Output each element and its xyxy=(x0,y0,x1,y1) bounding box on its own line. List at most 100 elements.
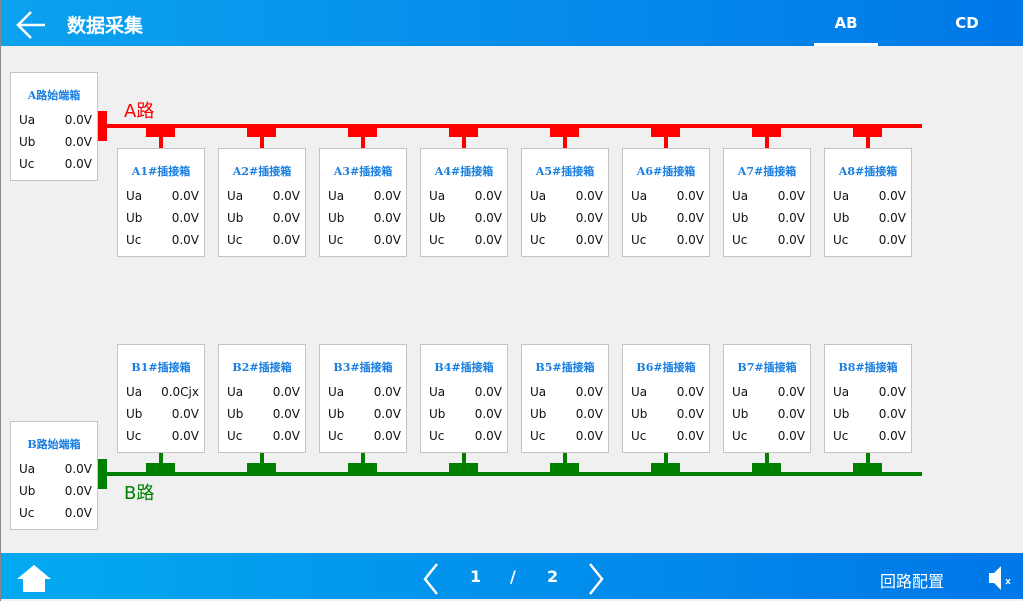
plug-box-a3[interactable]: A3#插接箱 Ua 0.0V Ub 0.0V Uc 0.0V xyxy=(319,148,407,257)
voltage-row: Uc 0.0V xyxy=(126,233,199,247)
voltage-row: Ua 0.0V xyxy=(631,189,704,203)
phase-label: Ub xyxy=(227,211,244,225)
phase-label: Ub xyxy=(530,407,547,421)
box-title: A5#插接箱 xyxy=(535,165,595,178)
voltage-row: Ub 0.0V xyxy=(631,211,704,225)
phase-label: Ub xyxy=(833,407,850,421)
voltage-value: 0.0V xyxy=(272,429,300,443)
voltage-value: 0.0V xyxy=(64,506,92,520)
mute-icon[interactable] xyxy=(987,564,1015,592)
plug-box-a5[interactable]: A5#插接箱 Ua 0.0V Ub 0.0V Uc 0.0V xyxy=(521,148,609,257)
plug-box-b6[interactable]: B6#插接箱 Ua 0.0V Ub 0.0V Uc 0.0V xyxy=(622,344,710,453)
voltage-row: Uc 0.0V xyxy=(530,429,603,443)
voltage-row: Uc 0.0V xyxy=(429,429,502,443)
tab-ab[interactable]: AB xyxy=(814,14,878,46)
phase-label: Uc xyxy=(530,233,546,247)
voltage-row: Ua 0.0V xyxy=(227,189,300,203)
box-title: B4#插接箱 xyxy=(434,361,494,374)
voltage-value: 0.0V xyxy=(878,233,906,247)
plug-box-a2[interactable]: A2#插接箱 Ua 0.0V Ub 0.0V Uc 0.0V xyxy=(218,148,306,257)
bus-connector-block xyxy=(550,126,579,137)
voltage-value: 0.0V xyxy=(676,385,704,399)
voltage-value: 0.0Cjx xyxy=(161,385,199,399)
plug-box-b2[interactable]: B2#插接箱 Ua 0.0V Ub 0.0V Uc 0.0V xyxy=(218,344,306,453)
voltage-value: 0.0V xyxy=(64,484,92,498)
back-arrow-icon[interactable] xyxy=(15,9,47,41)
lineB-bus-line xyxy=(98,472,922,476)
voltage-row: Uc 0.0V xyxy=(530,233,603,247)
plug-box-a8[interactable]: A8#插接箱 Ua 0.0V Ub 0.0V Uc 0.0V xyxy=(824,148,912,257)
phase-label: Uc xyxy=(328,233,344,247)
voltage-row: Ua 0.0V xyxy=(126,189,199,203)
plug-box-b8[interactable]: B8#插接箱 Ua 0.0V Ub 0.0V Uc 0.0V xyxy=(824,344,912,453)
bus-connector-stem xyxy=(462,452,466,463)
plug-box-b3[interactable]: B3#插接箱 Ua 0.0V Ub 0.0V Uc 0.0V xyxy=(319,344,407,453)
voltage-row: Ua 0.0V xyxy=(227,385,300,399)
phase-label: Ub xyxy=(833,211,850,225)
bus-connector-stem xyxy=(765,452,769,463)
phase-label: Ua xyxy=(19,113,36,127)
plug-box-a7[interactable]: A7#插接箱 Ua 0.0V Ub 0.0V Uc 0.0V xyxy=(723,148,811,257)
voltage-row: Ua 0.0Cjx xyxy=(126,385,199,399)
voltage-row: Uc 0.0V xyxy=(631,233,704,247)
phase-label: Ub xyxy=(328,211,345,225)
box-title: A8#插接箱 xyxy=(838,165,898,178)
lineB-bus-head xyxy=(98,459,107,489)
voltage-row: Uc 0.0V xyxy=(328,429,401,443)
voltage-value: 0.0V xyxy=(474,189,502,203)
lineA-label: A路 xyxy=(124,101,155,122)
voltage-row: Ub 0.0V xyxy=(429,211,502,225)
plug-box-a1[interactable]: A1#插接箱 Ua 0.0V Ub 0.0V Uc 0.0V xyxy=(117,148,205,257)
voltage-value: 0.0V xyxy=(474,385,502,399)
voltage-row: Ua 0.0V xyxy=(429,385,502,399)
voltage-value: 0.0V xyxy=(171,233,199,247)
phase-label: Ua xyxy=(19,462,36,476)
phase-label: Ub xyxy=(227,407,244,421)
phase-label: Ub xyxy=(19,135,36,149)
voltage-value: 0.0V xyxy=(777,211,805,225)
plug-box-b7[interactable]: B7#插接箱 Ua 0.0V Ub 0.0V Uc 0.0V xyxy=(723,344,811,453)
voltage-value: 0.0V xyxy=(373,211,401,225)
plug-box-a4[interactable]: A4#插接箱 Ua 0.0V Ub 0.0V Uc 0.0V xyxy=(420,148,508,257)
bus-connector-block xyxy=(853,126,882,137)
voltage-row: Ub 0.0V xyxy=(328,211,401,225)
phase-label: Ua xyxy=(328,189,345,203)
phase-label: Ua xyxy=(429,189,446,203)
plug-box-b4[interactable]: B4#插接箱 Ua 0.0V Ub 0.0V Uc 0.0V xyxy=(420,344,508,453)
voltage-row: Ub 0.0V xyxy=(530,211,603,225)
voltage-value: 0.0V xyxy=(575,189,603,203)
phase-label: Uc xyxy=(227,233,243,247)
voltage-row: Ua 0.0V xyxy=(732,385,805,399)
voltage-value: 0.0V xyxy=(575,233,603,247)
phase-label: Ub xyxy=(429,407,446,421)
bus-connector-block xyxy=(752,126,781,137)
bus-connector-block xyxy=(247,126,276,137)
lineA-source-box[interactable]: A路始端箱 Ua 0.0V Ub 0.0V Uc 0.0V xyxy=(10,72,98,181)
bus-connector-stem xyxy=(765,135,769,148)
voltage-value: 0.0V xyxy=(272,407,300,421)
bus-connector-stem xyxy=(260,452,264,463)
plug-box-b1[interactable]: B1#插接箱 Ua 0.0Cjx Ub 0.0V Uc 0.0V xyxy=(117,344,205,453)
voltage-value: 0.0V xyxy=(777,233,805,247)
tab-cd[interactable]: CD xyxy=(955,14,979,32)
voltage-row: Ua 0.0V xyxy=(631,385,704,399)
phase-label: Ub xyxy=(631,407,648,421)
loop-config-button[interactable]: 回路配置 xyxy=(880,572,945,591)
plug-box-b5[interactable]: B5#插接箱 Ua 0.0V Ub 0.0V Uc 0.0V xyxy=(521,344,609,453)
voltage-value: 0.0V xyxy=(373,233,401,247)
plug-box-a6[interactable]: A6#插接箱 Ua 0.0V Ub 0.0V Uc 0.0V xyxy=(622,148,710,257)
voltage-row: Ub 0.0V xyxy=(227,211,300,225)
phase-label: Ua xyxy=(833,385,850,399)
box-title: A6#插接箱 xyxy=(636,165,696,178)
phase-label: Ua xyxy=(631,385,648,399)
phase-label: Ua xyxy=(530,385,547,399)
box-title: B3#插接箱 xyxy=(333,361,393,374)
bus-connector-block xyxy=(651,463,680,474)
next-page-icon[interactable] xyxy=(586,563,606,595)
phase-label: Ua xyxy=(732,385,749,399)
prev-page-icon[interactable] xyxy=(421,563,441,595)
home-icon[interactable] xyxy=(16,564,52,592)
phase-label: Uc xyxy=(732,429,748,443)
lineB-source-box[interactable]: B路始端箱 Ua 0.0V Ub 0.0V Uc 0.0V xyxy=(10,421,98,530)
voltage-row: Ua 0.0V xyxy=(19,113,92,127)
